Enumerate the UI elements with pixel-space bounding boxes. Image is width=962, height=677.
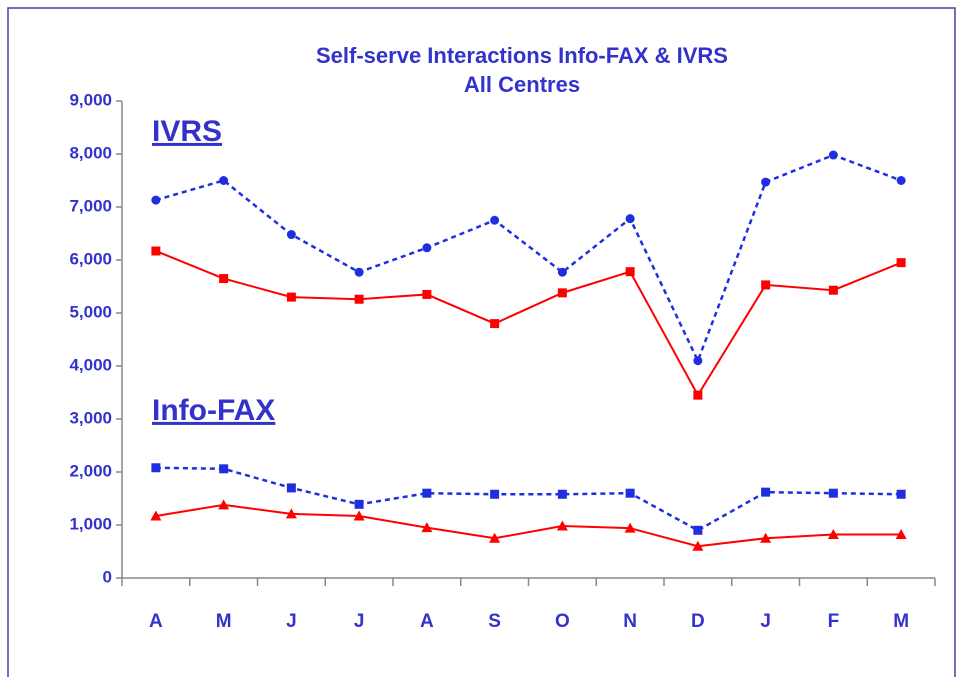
marker (354, 499, 364, 509)
marker (827, 529, 839, 540)
marker (693, 525, 703, 535)
x-tick-label: F (828, 611, 840, 632)
marker (150, 510, 162, 521)
y-tick-label: 3,000 (69, 408, 112, 427)
marker (489, 532, 501, 543)
x-tick-label: M (216, 611, 232, 632)
marker (286, 230, 296, 240)
x-tick-label: J (286, 611, 297, 632)
frame (7, 7, 956, 677)
marker (692, 540, 704, 551)
marker (219, 274, 229, 284)
x-tick-label: M (893, 611, 909, 632)
y-tick-label: 7,000 (69, 196, 112, 215)
series-line (155, 466, 902, 532)
marker (354, 267, 364, 277)
marker (828, 150, 838, 160)
marker (896, 258, 906, 268)
marker (761, 487, 771, 497)
marker (557, 489, 567, 499)
y-tick-label: 2,000 (69, 461, 112, 480)
marker (828, 488, 838, 498)
y-tick-label: 1,000 (69, 514, 112, 533)
x-tick-label: J (760, 611, 771, 632)
x-tick-label: S (488, 611, 501, 632)
annotation: Info-FAX (152, 394, 275, 427)
marker (625, 214, 635, 224)
marker (422, 289, 432, 299)
marker (286, 483, 296, 493)
series-line (155, 250, 902, 398)
marker (422, 488, 432, 498)
marker (828, 285, 838, 295)
marker (490, 319, 500, 329)
y-tick-label: 8,000 (69, 143, 112, 162)
marker (896, 176, 906, 185)
marker (285, 508, 297, 519)
y-tick-label: 6,000 (69, 249, 112, 268)
y-tick-label: 9,000 (69, 90, 112, 109)
marker (624, 522, 636, 533)
marker (895, 529, 907, 540)
marker (557, 288, 567, 298)
x-tick-label: N (623, 611, 637, 632)
marker (693, 356, 703, 366)
marker (760, 532, 772, 543)
y-tick-label: 5,000 (69, 302, 112, 321)
marker (490, 215, 500, 225)
marker (151, 246, 161, 256)
marker (354, 294, 364, 304)
marker (422, 243, 432, 253)
marker (556, 520, 568, 531)
marker (625, 267, 635, 277)
marker (761, 280, 771, 290)
series-line (155, 153, 902, 364)
marker (693, 390, 703, 400)
marker (218, 499, 230, 510)
marker (219, 176, 229, 185)
chart-subtitle: All Centres (464, 72, 580, 97)
marker (421, 522, 433, 533)
marker (353, 510, 365, 521)
series-line (155, 503, 902, 548)
annotation: IVRS (152, 115, 222, 148)
chart-title: Self-serve Interactions Info-FAX & IVRS (316, 43, 728, 68)
x-tick-label: O (555, 611, 570, 632)
x-tick-label: A (420, 611, 434, 632)
x-tick-label: D (691, 611, 705, 632)
marker (761, 177, 771, 187)
marker (490, 489, 500, 499)
x-tick-label: A (149, 611, 163, 632)
x-tick-label: J (354, 611, 365, 632)
y-tick-label: 0 (103, 567, 112, 586)
y-tick-label: 4,000 (69, 355, 112, 374)
marker (896, 489, 906, 499)
marker (151, 195, 161, 205)
marker (219, 464, 229, 474)
marker (286, 292, 296, 302)
marker (557, 267, 567, 277)
marker (625, 488, 635, 498)
marker (151, 463, 161, 473)
